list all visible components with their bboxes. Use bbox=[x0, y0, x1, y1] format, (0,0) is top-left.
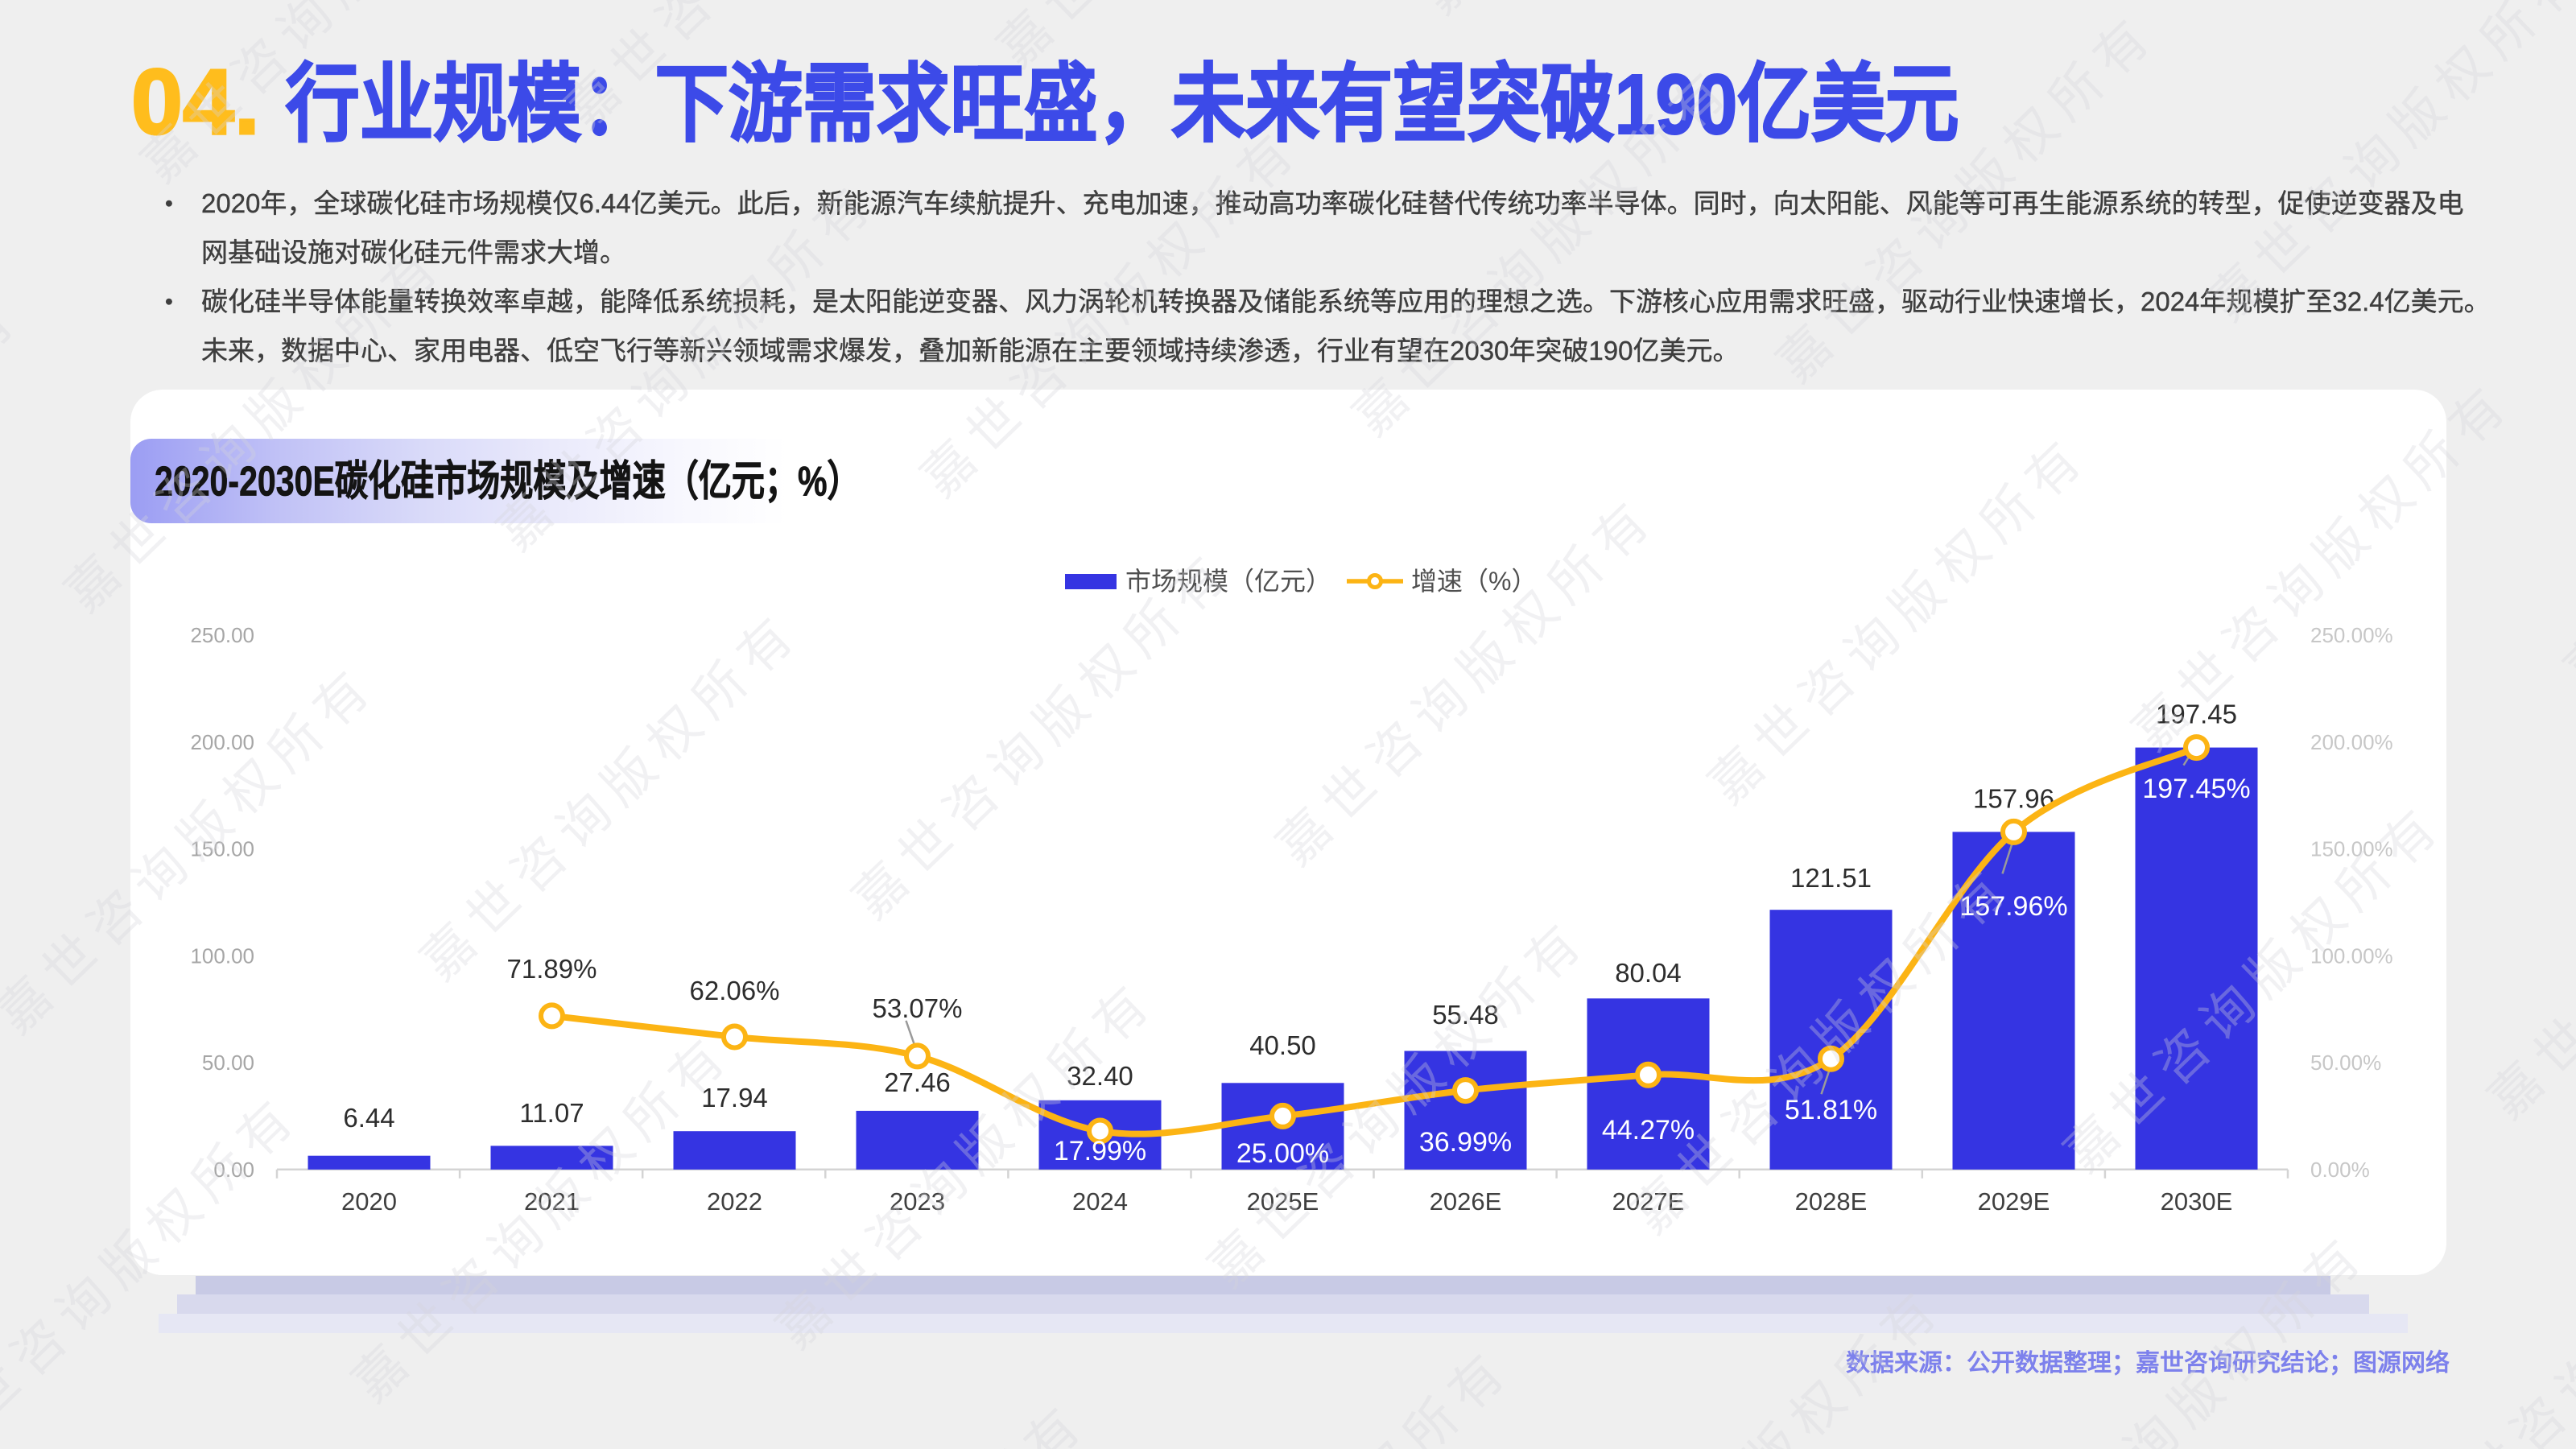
svg-text:50.00: 50.00 bbox=[202, 1051, 254, 1075]
svg-text:62.06%: 62.06% bbox=[690, 976, 780, 1005]
svg-text:2023: 2023 bbox=[890, 1187, 945, 1216]
svg-text:40.50: 40.50 bbox=[1249, 1030, 1316, 1060]
svg-text:150.00: 150.00 bbox=[190, 837, 254, 861]
svg-text:32.40: 32.40 bbox=[1067, 1061, 1133, 1091]
svg-text:200.00: 200.00 bbox=[190, 730, 254, 754]
svg-text:2025E: 2025E bbox=[1247, 1187, 1319, 1216]
svg-text:2022: 2022 bbox=[707, 1187, 762, 1216]
svg-text:36.99%: 36.99% bbox=[1419, 1127, 1512, 1158]
svg-text:71.89%: 71.89% bbox=[507, 954, 597, 984]
svg-text:2021: 2021 bbox=[524, 1187, 580, 1216]
svg-text:市场规模（亿元）: 市场规模（亿元） bbox=[1125, 567, 1331, 596]
svg-text:2030E: 2030E bbox=[2161, 1187, 2233, 1216]
svg-text:6.44: 6.44 bbox=[343, 1103, 394, 1133]
svg-text:50.00%: 50.00% bbox=[2310, 1051, 2381, 1075]
svg-text:2020: 2020 bbox=[341, 1187, 397, 1216]
svg-text:0.00: 0.00 bbox=[213, 1158, 254, 1182]
svg-text:80.04: 80.04 bbox=[1615, 958, 1682, 988]
svg-text:100.00: 100.00 bbox=[190, 943, 254, 968]
svg-text:25.00%: 25.00% bbox=[1236, 1138, 1329, 1169]
svg-text:53.07%: 53.07% bbox=[873, 993, 963, 1023]
svg-text:157.96%: 157.96% bbox=[1959, 891, 2067, 922]
svg-text:2024: 2024 bbox=[1072, 1187, 1128, 1216]
svg-text:100.00%: 100.00% bbox=[2310, 943, 2393, 968]
svg-text:2027E: 2027E bbox=[1612, 1187, 1685, 1216]
svg-text:11.07: 11.07 bbox=[519, 1098, 584, 1128]
svg-text:2026E: 2026E bbox=[1430, 1187, 1502, 1216]
svg-text:250.00%: 250.00% bbox=[2310, 623, 2393, 647]
svg-text:121.51: 121.51 bbox=[1790, 863, 1872, 893]
svg-text:增速（%）: 增速（%） bbox=[1411, 567, 1537, 596]
svg-text:17.94: 17.94 bbox=[701, 1083, 768, 1113]
svg-text:44.27%: 44.27% bbox=[1602, 1115, 1695, 1146]
svg-text:2028E: 2028E bbox=[1795, 1187, 1868, 1216]
svg-text:2029E: 2029E bbox=[1978, 1187, 2050, 1216]
svg-text:17.99%: 17.99% bbox=[1054, 1136, 1146, 1166]
svg-text:197.45: 197.45 bbox=[2156, 700, 2237, 729]
svg-text:150.00%: 150.00% bbox=[2310, 837, 2393, 861]
svg-text:197.45%: 197.45% bbox=[2142, 774, 2250, 804]
svg-text:0.00%: 0.00% bbox=[2310, 1158, 2370, 1182]
svg-text:55.48: 55.48 bbox=[1432, 1000, 1499, 1030]
svg-text:27.46: 27.46 bbox=[884, 1067, 951, 1097]
svg-text:51.81%: 51.81% bbox=[1785, 1095, 1877, 1125]
svg-text:200.00%: 200.00% bbox=[2310, 730, 2393, 754]
svg-text:250.00: 250.00 bbox=[190, 623, 254, 647]
